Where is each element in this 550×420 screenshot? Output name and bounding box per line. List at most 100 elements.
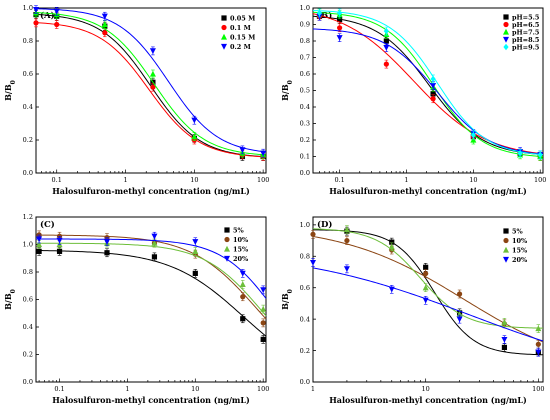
y-tick-label: 0.0: [300, 169, 310, 177]
x-tick-label: 0.1: [52, 176, 62, 184]
data-point: [344, 237, 350, 244]
y-tick-label: 0.3: [300, 120, 310, 128]
y-tick-label: 0.7: [300, 54, 310, 62]
data-point: [33, 20, 39, 26]
data-point: [53, 8, 60, 15]
data-point: [101, 21, 108, 28]
legend-label: 0.2 M: [230, 43, 251, 51]
y-tick-label: 0.2: [300, 136, 310, 144]
data-point: [191, 133, 198, 140]
fit-curve: [312, 15, 544, 156]
legend-marker: [503, 14, 509, 20]
fit-curve: [36, 242, 267, 317]
data-point: [336, 35, 343, 41]
fit-curve: [35, 8, 267, 153]
data-point: [430, 91, 436, 97]
data-point: [151, 239, 158, 246]
y-tick-label: 0.6: [23, 296, 33, 304]
legend-marker: [221, 33, 227, 40]
y-tick-label: 0.1: [300, 153, 310, 161]
series-1: [35, 247, 267, 344]
fit-curve: [312, 28, 544, 155]
x-axis-title: Halosulfuron-methyl concentration (ng/mL…: [52, 186, 250, 196]
data-point: [101, 13, 108, 20]
data-point: [260, 336, 266, 342]
y-tick-label: 1.2: [23, 213, 33, 221]
y-tick-label: 0.9: [300, 21, 310, 29]
data-point: [239, 281, 246, 287]
x-tick-label: 100: [257, 385, 269, 393]
data-point: [383, 27, 389, 35]
legend-label: 0.1 M: [230, 24, 251, 32]
x-tick-label: 10: [191, 385, 199, 393]
y-tick-label: 0.4: [300, 103, 310, 111]
legend-marker: [503, 43, 509, 51]
y-tick-label: 0.0: [23, 378, 33, 386]
legend-marker: [503, 228, 509, 234]
legend-marker: [221, 43, 227, 50]
fit-curve: [36, 238, 267, 299]
legend-label: 15%: [233, 245, 249, 253]
fit-curve: [312, 267, 544, 342]
x-tick-label: 100: [532, 385, 544, 393]
chart-panel-4: 0.0 0.2 0.4 0.6 0.8 1.0 1 10 100 Halosulfuron-met…: [280, 216, 545, 405]
legend-label: 5%: [233, 226, 245, 234]
data-point: [240, 316, 246, 322]
legend: 5% 10%15% 20%: [503, 227, 528, 264]
x-tick-label: 1: [404, 176, 408, 184]
legend-label: 5%: [512, 227, 524, 235]
fit-curve: [312, 11, 544, 158]
data-point: [501, 344, 508, 351]
data-point: [456, 291, 463, 297]
data-point: [388, 243, 395, 250]
x-tick-label: 100: [534, 176, 546, 184]
data-point: [260, 305, 267, 312]
y-tick-label: 0.2: [23, 136, 33, 144]
data-point: [383, 45, 390, 51]
data-point: [192, 248, 199, 254]
data-point: [430, 75, 436, 83]
y-tick-label: 0.6: [300, 284, 310, 292]
data-point: [149, 70, 156, 77]
legend-marker: [221, 24, 227, 31]
x-tick-label: 1: [125, 385, 129, 393]
data-point: [423, 264, 429, 270]
y-tick-label: 0.0: [300, 378, 310, 386]
series-4: [33, 5, 267, 158]
data-point: [260, 287, 267, 294]
data-point: [192, 270, 198, 276]
y-tick-label: 0.2: [300, 347, 310, 355]
data-point: [537, 151, 543, 159]
data-point: [501, 336, 508, 343]
data-point: [191, 117, 198, 124]
data-point: [337, 9, 343, 17]
legend-marker: [503, 36, 509, 43]
data-point: [422, 297, 429, 304]
legend-label: 0.15 M: [230, 33, 255, 41]
x-axis-title: Halosulfuron-methyl concentration (ng/mL…: [52, 395, 250, 405]
legend-marker: [503, 237, 509, 244]
legend-marker: [224, 236, 230, 243]
data-point: [337, 25, 343, 31]
data-point: [316, 9, 323, 17]
data-point: [192, 239, 199, 245]
y-tick-label: 0.2: [23, 351, 33, 359]
series-3: [36, 238, 267, 317]
y-tick-label: 0.5: [300, 87, 310, 95]
data-point: [149, 48, 156, 55]
data-point: [239, 147, 246, 154]
data-point: [501, 319, 508, 325]
y-axis-title: B/B0: [280, 289, 294, 310]
chart-panel-1: 0.0 0.2 0.4 0.6 0.8 1.0 0.1 1 10 100 Halosulfuron-…: [3, 4, 269, 196]
x-tick-label: 1: [123, 176, 127, 184]
legend-marker: [503, 21, 509, 28]
x-axis-title: Halosulfuron-methyl concentration (ng/mL…: [329, 186, 527, 196]
series-4: [310, 258, 544, 357]
data-point: [36, 248, 42, 254]
y-tick-label: 1.0: [300, 4, 310, 12]
legend: 0.05 M 0.1 M0.15 M 0.2 M: [221, 14, 255, 51]
x-tick-label: 10: [422, 385, 430, 393]
y-tick-label: 0.8: [23, 37, 33, 45]
x-tick-label: 10: [190, 176, 198, 184]
data-point: [260, 320, 266, 326]
